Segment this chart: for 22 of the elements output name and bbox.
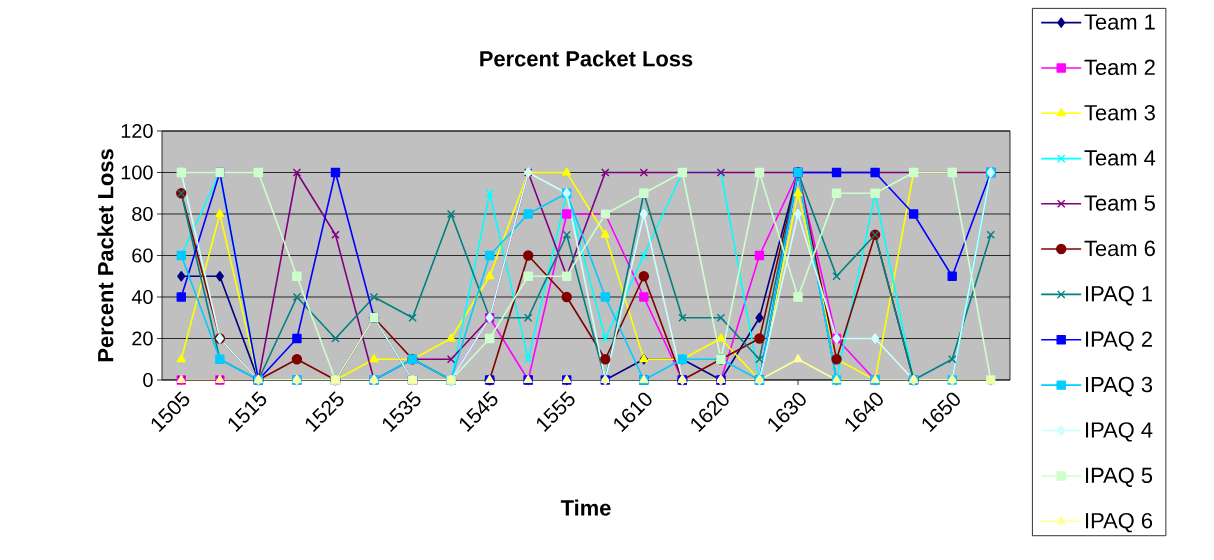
- legend-label: Team 5: [1084, 195, 1155, 211]
- legend-label: IPAQ 4: [1086, 422, 1153, 442]
- y-tick-label: 100: [121, 165, 153, 180]
- legend-label: Team 2: [1084, 59, 1155, 76]
- chart-title: Percent Packet Loss: [480, 50, 693, 67]
- y-tick-label: 0: [143, 372, 153, 388]
- legend-label: Team 4: [1084, 150, 1156, 166]
- y-axis-title: Percent Packet Loss: [97, 149, 114, 362]
- x-axis-title: Time: [560, 499, 611, 516]
- y-tick-label: 80: [132, 206, 153, 222]
- y-tick-label: 120: [121, 123, 153, 139]
- legend-label: IPAQ 6: [1086, 512, 1153, 533]
- y-tick-label: 60: [132, 248, 153, 263]
- legend-label: IPAQ 3: [1086, 376, 1153, 397]
- legend-label: IPAQ 2: [1086, 331, 1152, 351]
- y-tick-label: 40: [131, 289, 153, 305]
- legend-label: IPAQ 5: [1086, 467, 1153, 487]
- legend-label: Team 3: [1084, 104, 1155, 121]
- y-tick-label: 20: [132, 331, 153, 346]
- legend-label: Team 6: [1084, 240, 1155, 257]
- legend-label: IPAQ 1: [1086, 286, 1152, 306]
- legend-label: Team 1: [1084, 14, 1155, 30]
